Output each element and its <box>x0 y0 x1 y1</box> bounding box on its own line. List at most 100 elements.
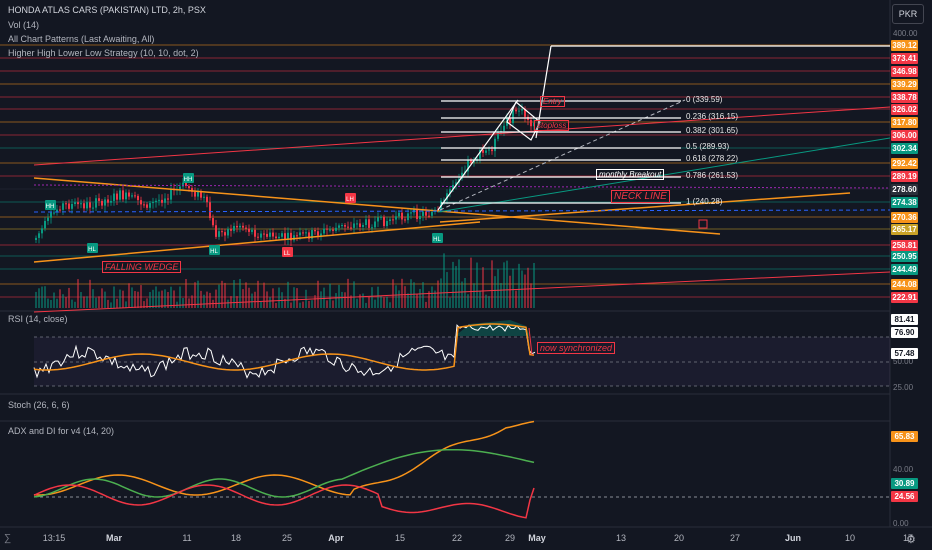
candle-body <box>242 225 244 228</box>
volume-bar <box>164 289 166 308</box>
time-tick: 29 <box>504 533 516 543</box>
candle-body <box>323 228 325 234</box>
falling-wedge-label[interactable]: FALLING WEDGE <box>102 261 182 273</box>
candle-body <box>236 225 238 228</box>
candle-body <box>185 182 187 187</box>
volume-bar <box>386 296 388 308</box>
volume-bar <box>491 260 493 308</box>
indicator-chart-patterns[interactable]: All Chart Patterns (Last Awaiting, All) <box>8 34 155 44</box>
pattern-marker[interactable] <box>345 193 356 203</box>
volume-bar <box>248 287 250 308</box>
candle-body <box>473 161 475 163</box>
volume-bar <box>56 298 58 308</box>
volume-bar <box>80 292 82 308</box>
volume-bar <box>140 285 142 308</box>
volume-bar <box>425 301 427 308</box>
volume-bar <box>44 286 46 308</box>
volume-bar <box>359 294 361 308</box>
volume-bar <box>413 282 415 308</box>
volume-bar <box>485 294 487 308</box>
candle-body <box>167 198 169 200</box>
volume-bar <box>119 289 121 308</box>
volume-bar <box>269 296 271 308</box>
candle-body <box>257 236 259 238</box>
volume-bar <box>371 287 373 308</box>
pattern-marker[interactable] <box>282 247 293 257</box>
stoch-title[interactable]: Stoch (26, 6, 6) <box>8 400 70 410</box>
candle-body <box>62 203 64 210</box>
volume-bar <box>470 257 472 308</box>
volume-bar <box>50 299 52 308</box>
candle-body <box>293 235 295 241</box>
rsi-band <box>34 337 890 386</box>
drag-handle-icon[interactable]: ∑ <box>4 533 12 544</box>
currency-button[interactable]: PKR <box>892 4 924 24</box>
candle-body <box>53 212 55 214</box>
candle-body <box>209 202 211 219</box>
candle-body <box>263 233 265 235</box>
price-label: 302.34 <box>891 143 918 154</box>
candle-body <box>254 229 256 237</box>
candle-body <box>488 149 490 151</box>
fib-level-label: 0.5 (289.93) <box>686 142 730 151</box>
gear-icon[interactable]: ⚙ <box>906 534 916 546</box>
volume-bar <box>302 301 304 308</box>
candle-body <box>146 204 148 208</box>
candle-body <box>158 199 160 201</box>
pattern-marker[interactable] <box>432 233 443 243</box>
candle-body <box>428 215 430 217</box>
volume-bar <box>503 262 505 308</box>
candle-body <box>194 191 196 197</box>
stoploss-label[interactable]: stoploss <box>534 120 570 131</box>
candle-body <box>284 233 286 240</box>
entry-label[interactable]: Entry <box>540 96 565 107</box>
pattern-marker[interactable] <box>209 245 220 255</box>
symbol-title[interactable]: HONDA ATLAS CARS (PAKISTAN) LTD, 2h, PSX <box>8 5 206 15</box>
neck-line-label[interactable]: NECK LINE <box>611 190 670 203</box>
candle-body <box>383 216 385 227</box>
candle-body <box>398 212 400 217</box>
candle-body <box>491 149 493 152</box>
volume-bar <box>323 287 325 308</box>
volume-bar <box>206 291 208 308</box>
adx-title[interactable]: ADX and DI for v4 (14, 20) <box>8 426 115 436</box>
price-tick: 400.00 <box>893 29 918 38</box>
volume-bar <box>368 296 370 308</box>
candle-body <box>140 200 142 205</box>
monthly-breakout-label[interactable]: monthly Breakout <box>596 169 665 180</box>
candle-body <box>35 237 37 240</box>
time-tick: 25 <box>281 533 293 543</box>
candle-body <box>119 190 121 200</box>
candle-body <box>431 211 433 216</box>
now-synchronized-label[interactable]: now synchronized <box>537 342 616 354</box>
price-label: 292.42 <box>891 158 918 169</box>
time-tick: 10 <box>844 533 856 543</box>
volume-bar <box>533 262 535 308</box>
indicator-volume[interactable]: Vol (14) <box>8 20 40 30</box>
rsi-ma-line <box>33 323 535 371</box>
volume-bar <box>203 294 205 308</box>
price-label: 306.00 <box>891 130 918 141</box>
pattern-marker-label: HH <box>46 204 55 210</box>
volume-bar <box>407 293 409 308</box>
fibonacci-lines <box>441 100 681 204</box>
blue-dashed-line <box>33 209 891 213</box>
candle-body <box>260 233 262 238</box>
pattern-marker[interactable] <box>45 200 56 210</box>
pattern-marker[interactable] <box>183 173 194 183</box>
candle-body <box>143 204 145 206</box>
wedge-lower-line <box>33 221 481 263</box>
indicator-hhll-strategy[interactable]: Higher High Lower Low Strategy (10, 10, … <box>8 48 199 58</box>
candle-body <box>215 225 217 237</box>
candle-body <box>305 232 307 234</box>
candlesticks <box>35 103 535 246</box>
volume-bar <box>116 298 118 308</box>
pattern-marker[interactable] <box>87 243 98 253</box>
volume-bar <box>110 302 112 308</box>
rsi-title[interactable]: RSI (14, close) <box>8 314 68 324</box>
candle-body <box>329 229 331 231</box>
price-label: 222.91 <box>891 292 918 303</box>
price-label: 373.41 <box>891 53 918 64</box>
candle-body <box>164 198 166 203</box>
